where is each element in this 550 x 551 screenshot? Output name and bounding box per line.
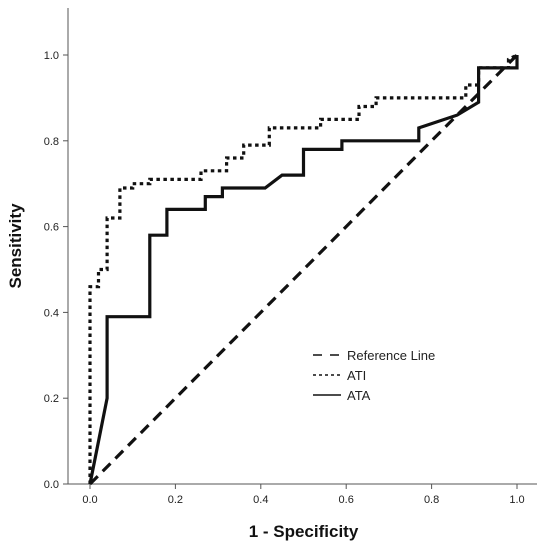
y-axis-ticks: 0.0 0.2 0.4 0.6 0.8 1.0 xyxy=(44,50,68,491)
y-tick-label: 0.8 xyxy=(44,136,59,148)
y-tick-label: 1.0 xyxy=(44,50,59,62)
x-tick-label: 0.2 xyxy=(168,494,183,506)
x-tick-label: 0.0 xyxy=(82,494,97,506)
x-tick-label: 1.0 xyxy=(509,494,524,506)
legend-label: Reference Line xyxy=(347,348,435,363)
legend: Reference Line ATI ATA xyxy=(313,348,435,403)
series-line-ati xyxy=(88,53,518,484)
series-line-ata xyxy=(88,55,519,485)
y-tick-label: 0.0 xyxy=(44,479,59,491)
axes: 0.0 0.2 0.4 0.6 0.8 1.0 0.0 0.2 0.4 0.6 0.8 1.0 xyxy=(44,8,537,506)
x-axis-title: 1 - Specificity xyxy=(249,522,359,541)
x-axis-ticks: 0.0 0.2 0.4 0.6 0.8 1.0 xyxy=(82,484,525,506)
legend-label: ATI xyxy=(347,368,366,383)
legend-label: ATA xyxy=(347,388,371,403)
series-line-reference-line xyxy=(88,53,519,486)
y-tick-label: 0.6 xyxy=(44,222,59,234)
y-tick-label: 0.2 xyxy=(44,393,59,405)
x-tick-label: 0.4 xyxy=(253,494,268,506)
y-axis-title: Sensitivity xyxy=(6,203,25,289)
x-tick-label: 0.8 xyxy=(424,494,439,506)
x-tick-label: 0.6 xyxy=(339,494,354,506)
series-layer xyxy=(88,53,519,486)
y-tick-label: 0.4 xyxy=(44,307,59,319)
